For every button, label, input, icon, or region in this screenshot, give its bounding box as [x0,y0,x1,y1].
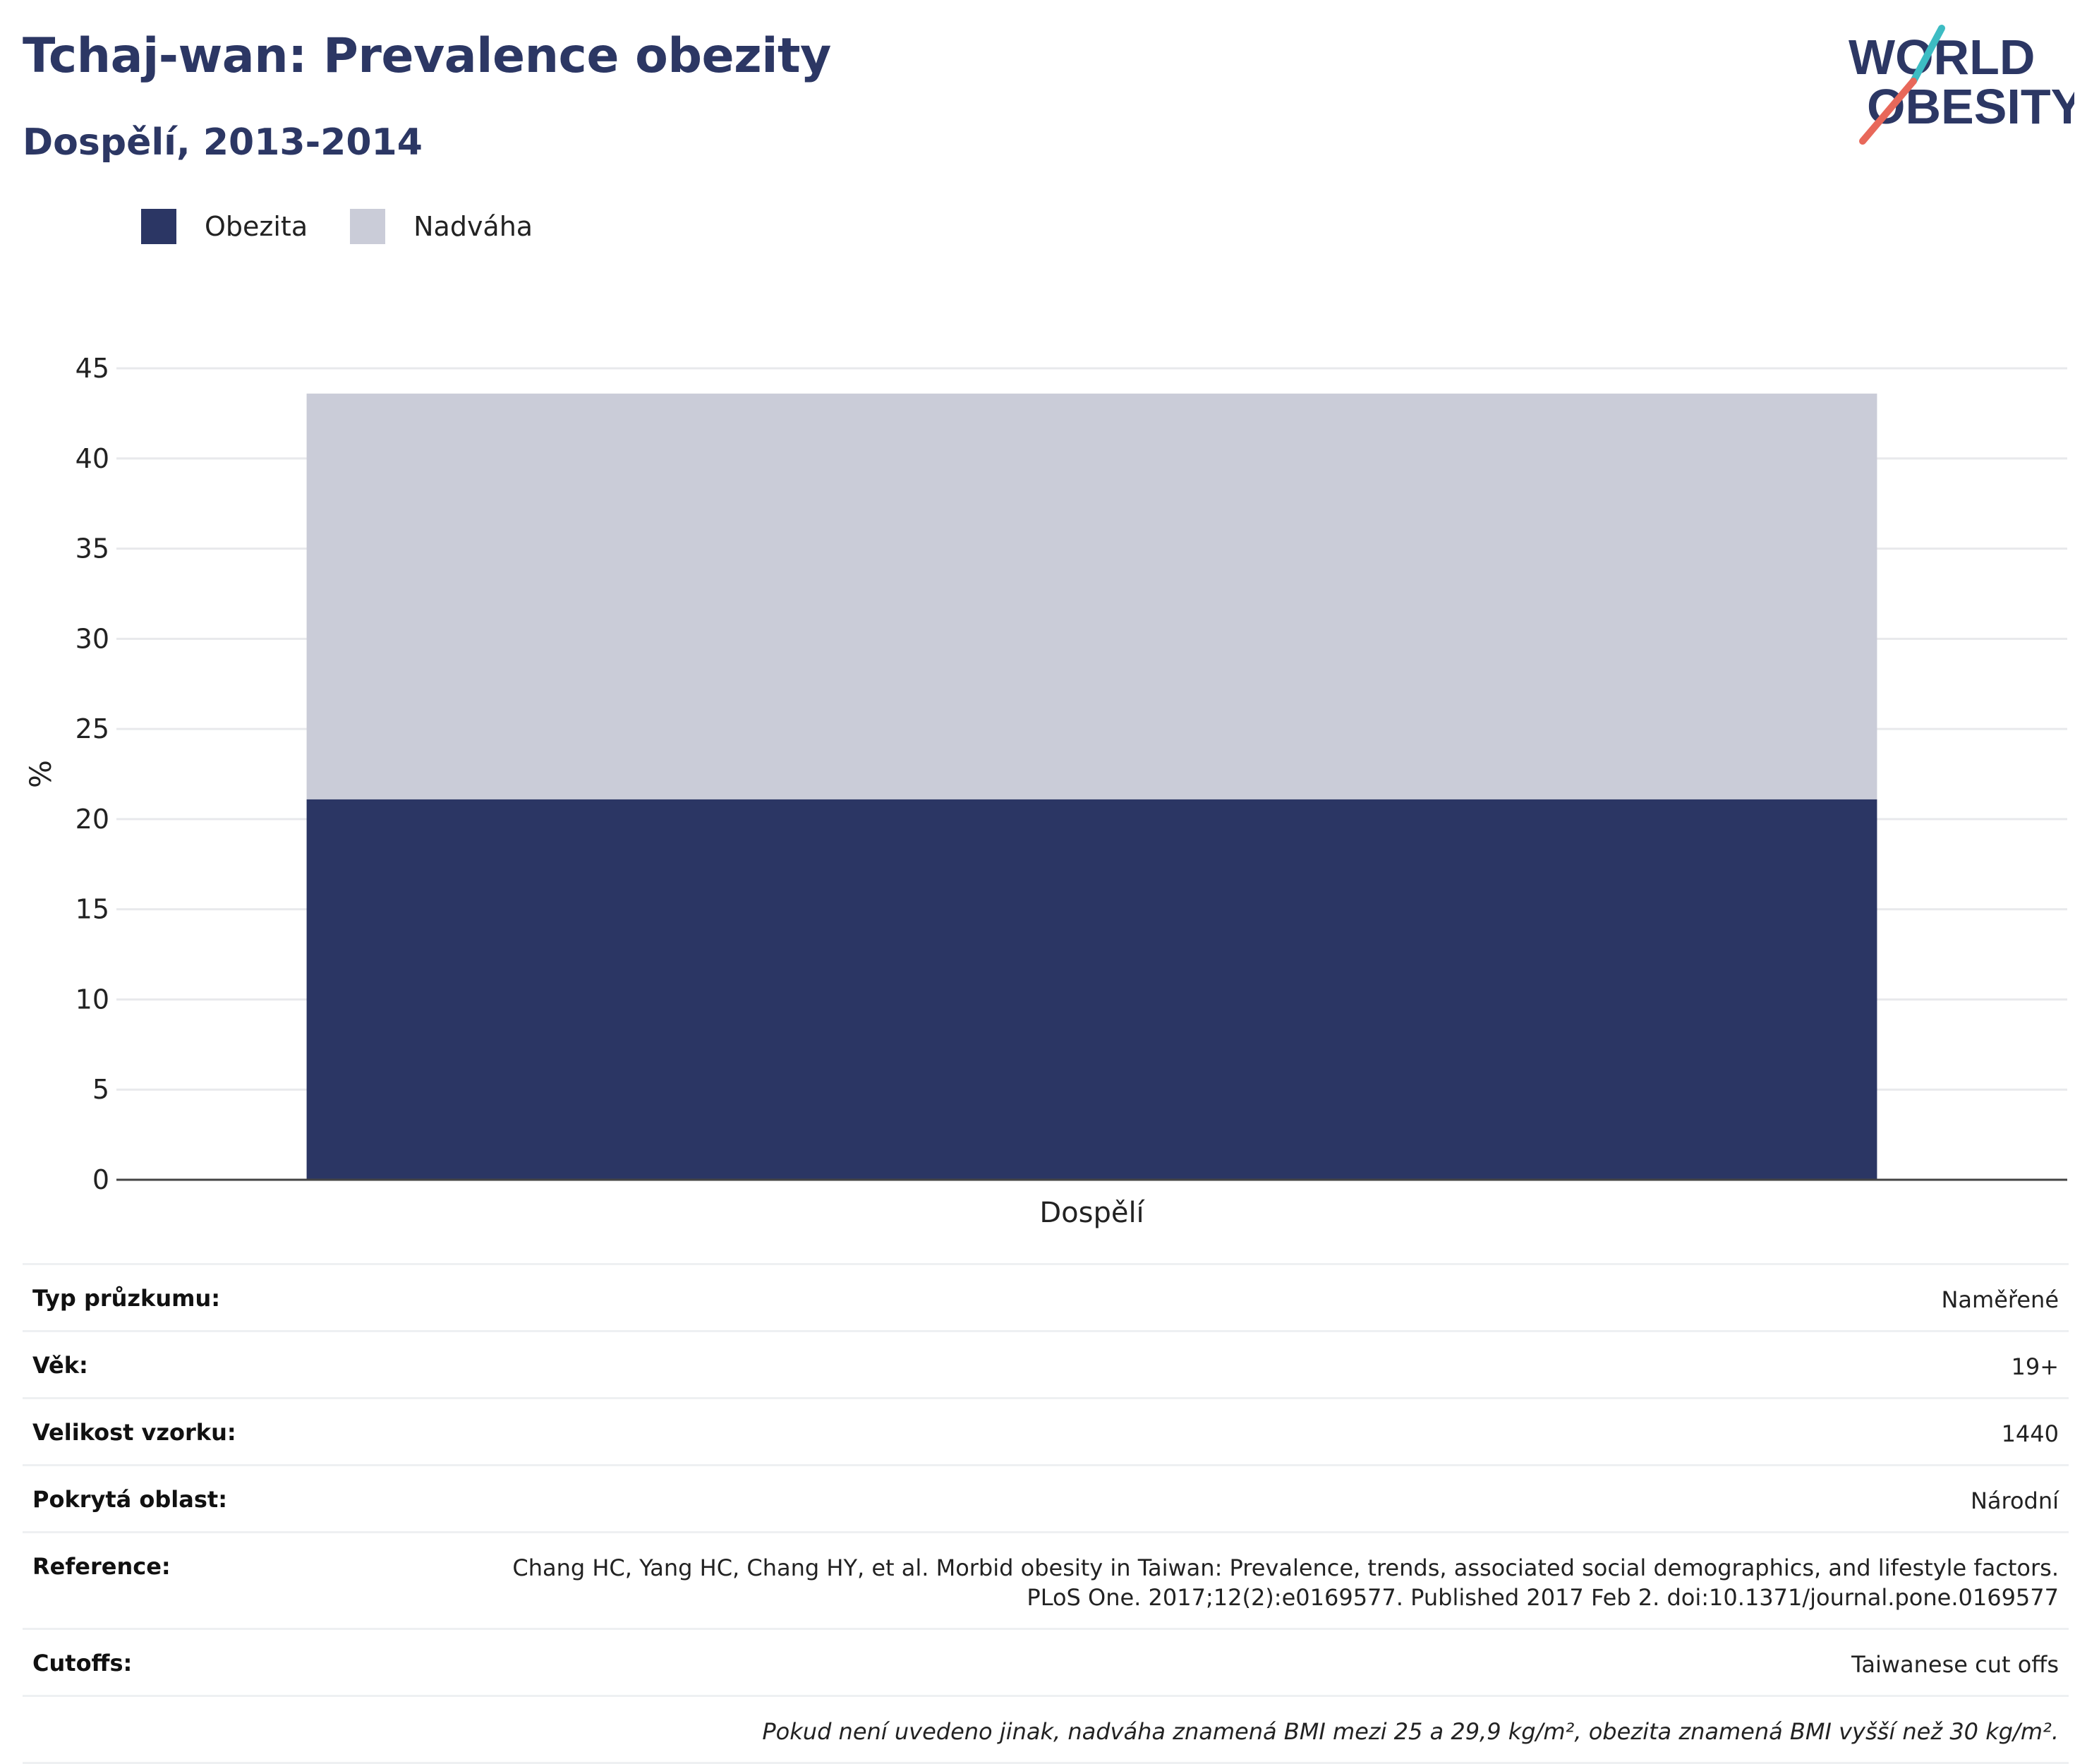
bar-obesity-0 [306,799,1877,1180]
meta-label-coverage: Pokrytá oblast: [32,1486,227,1513]
logo-word-obesity: OBESITY [1867,79,2074,134]
meta-row-cutoffs: Cutoffs: Taiwanese cut offs [23,1628,2069,1695]
legend-label-obesity: Obezita [205,211,308,242]
meta-row-reference: Reference: Chang HC, Yang HC, Chang HY, … [23,1531,2069,1628]
legend-item-overweight[interactable]: Nadváha [350,209,533,244]
legend-item-obesity[interactable]: Obezita [141,209,308,244]
meta-value-sample-size: 1440 [2001,1420,2059,1447]
y-tick-label-35: 35 [75,533,109,564]
legend-swatch-overweight [350,209,386,244]
meta-label-reference: Reference: [32,1553,171,1580]
y-tick-label-15: 15 [75,894,109,925]
meta-value-cutoffs: Taiwanese cut offs [1851,1651,2059,1678]
meta-label-age: Věk: [32,1352,88,1379]
y-tick-label-0: 0 [92,1164,109,1195]
meta-row-note: Pokud není uvedeno jinak, nadváha znamen… [23,1695,2069,1764]
legend-label-overweight: Nadváha [413,211,533,242]
meta-value-reference: Chang HC, Yang HC, Chang HY, et al. Morb… [512,1554,2059,1611]
meta-row-sample-size: Velikost vzorku: 1440 [23,1397,2069,1464]
logo-slash-teal [1910,25,1945,85]
y-tick-label-5: 5 [92,1074,109,1105]
meta-row-coverage: Pokrytá oblast: Národní [23,1464,2069,1531]
y-tick-label-20: 20 [75,804,109,835]
legend-swatch-obesity [141,209,176,244]
bar-overweight-0 [306,393,1877,799]
meta-label-sample-size: Velikost vzorku: [32,1419,236,1446]
y-tick-label-40: 40 [75,443,109,474]
chart-subtitle: Dospělí, 2013-2014 [23,121,423,164]
meta-row-survey-type: Typ průzkumu: Naměřené [23,1263,2069,1330]
bmi-definition-note: Pokud není uvedeno jinak, nadváha znamen… [762,1718,2059,1745]
chart-title: Tchaj-wan: Prevalence obezity [23,28,831,84]
meta-label-survey-type: Typ průzkumu: [32,1285,221,1312]
y-axis-label: % [23,760,58,788]
logo-slash-red [1859,78,1917,145]
survey-metadata-table: Typ průzkumu: Naměřené Věk: 19+ Velikost… [23,1263,2069,1764]
logo-word-world: WORLD [1849,30,2035,85]
meta-label-cutoffs: Cutoffs: [32,1650,133,1677]
meta-value-survey-type: Naměřené [1941,1286,2059,1313]
world-obesity-logo[interactable]: WORLD OBESITY [1849,21,2074,148]
bar-chart: 0 5 10 15 20 25 30 35 40 45 Dospělí% [23,353,2067,1229]
chart-legend: Obezita Nadváha [141,209,575,244]
meta-row-age: Věk: 19+ [23,1330,2069,1397]
y-tick-label-25: 25 [75,713,109,744]
y-tick-label-30: 30 [75,623,109,654]
y-tick-label-10: 10 [75,984,109,1015]
meta-value-age: 19+ [2011,1353,2059,1380]
y-tick-label-45: 45 [75,353,109,384]
x-tick-label-0: Dospělí [1039,1197,1145,1229]
meta-value-coverage: Národní [1970,1487,2059,1514]
